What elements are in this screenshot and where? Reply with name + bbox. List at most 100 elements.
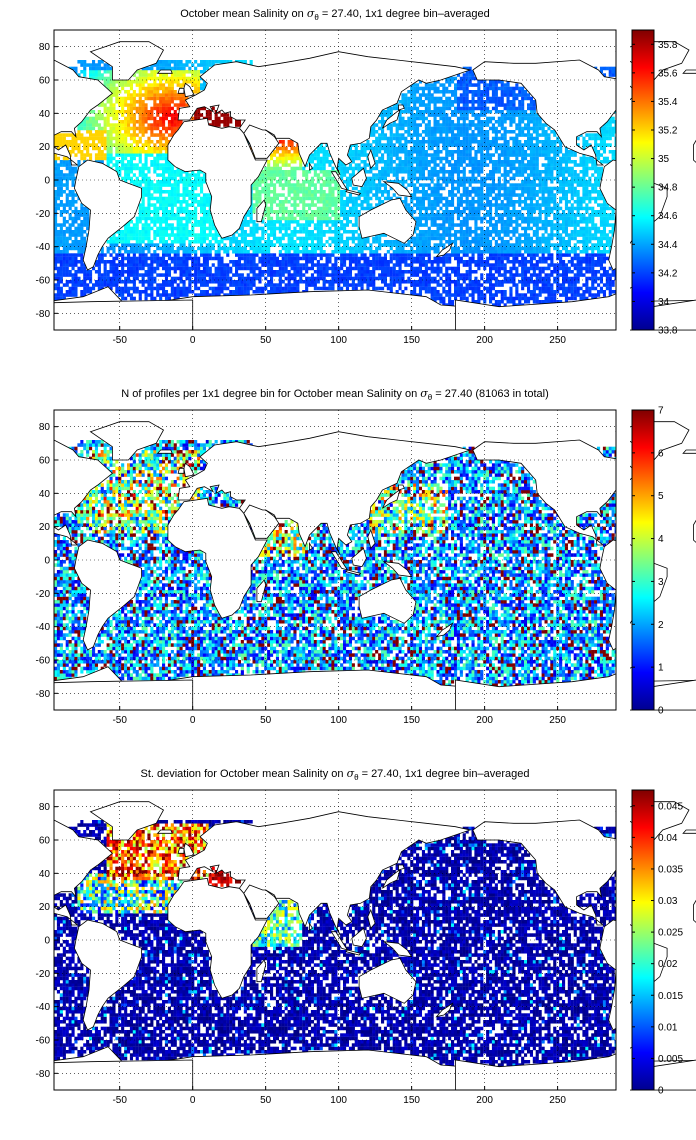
axis-gutter — [0, 402, 54, 718]
x-tick-label: 50 — [260, 1095, 272, 1106]
x-tick-label: -50 — [112, 1095, 127, 1106]
coastline — [693, 519, 696, 543]
coastline — [398, 484, 405, 491]
coastline — [156, 449, 173, 454]
y-tick-label: 20 — [39, 902, 51, 913]
colorbar — [631, 409, 655, 711]
x-tick-label: 200 — [476, 715, 493, 726]
colorbar-tick-label: 0.015 — [658, 991, 683, 1002]
colorbar-tick-label: 0 — [658, 1086, 664, 1097]
colorbar-tick-label: 34.8 — [658, 183, 678, 194]
panel-title-profiles: N of profiles per 1x1 degree bin for Oct… — [54, 387, 616, 402]
axis-gutter — [0, 782, 54, 1098]
colorbar-tick-label: 5 — [658, 491, 664, 502]
coastline — [309, 541, 313, 551]
colorbar-tick-label: 0.01 — [658, 1022, 678, 1033]
y-tick-label: 80 — [39, 802, 51, 813]
grid — [54, 410, 616, 710]
y-tick-label: 60 — [39, 836, 51, 847]
y-tick-label: -20 — [36, 589, 51, 600]
y-tick-label: -80 — [36, 309, 51, 320]
coastline — [358, 957, 417, 1004]
x-tick-label: -50 — [112, 335, 127, 346]
coastline — [89, 801, 165, 841]
map-panel-profiles: -50 0 50 100 150 200 250806040200-20-40-60-807… — [0, 402, 696, 726]
colorbar-tick-label: 6 — [658, 448, 664, 459]
coastline — [256, 959, 267, 983]
colorbar-tick-label: 34 — [658, 297, 670, 308]
coastline — [682, 69, 696, 74]
colorbar-tick-label: 3 — [658, 577, 664, 588]
y-tick-label: 20 — [39, 522, 51, 533]
y-tick-label: 20 — [39, 142, 51, 153]
axis-gutter — [0, 22, 54, 338]
colorbar-tick-label: 34.4 — [658, 240, 678, 251]
grid — [54, 790, 616, 1090]
coastline — [682, 449, 696, 454]
coastline — [167, 117, 268, 239]
coastline — [472, 439, 639, 546]
coastline — [367, 528, 376, 550]
coastline — [73, 159, 143, 271]
x-tick-label: 0 — [190, 1095, 196, 1106]
y-tick-label: -20 — [36, 209, 51, 220]
coastline — [256, 579, 267, 603]
x-tick-label: 250 — [549, 1095, 566, 1106]
coastline — [435, 1002, 454, 1018]
map-panel-stdev: -50 0 50 100 150 200 250806040200-20-40-60-800… — [0, 782, 696, 1106]
y-tick-label: 0 — [44, 556, 50, 567]
colorbar-tick-label: 7 — [658, 406, 664, 417]
coastline — [351, 167, 367, 188]
coastline — [73, 539, 143, 651]
coastline — [167, 877, 268, 999]
data-cells — [54, 60, 618, 307]
coastline — [177, 467, 185, 474]
x-tick-label: 100 — [330, 335, 347, 346]
x-tick-label: 0 — [190, 715, 196, 726]
data-cells — [54, 820, 618, 1067]
axis-gutter — [616, 402, 630, 718]
coastline — [243, 124, 280, 159]
data-cells — [54, 440, 618, 687]
coastline — [693, 139, 696, 163]
coastline — [472, 819, 639, 926]
y-tick-label: -80 — [36, 1069, 51, 1080]
x-tick-label: -50 — [112, 715, 127, 726]
x-tick-label: 100 — [330, 1095, 347, 1106]
colorbar-tick-label: 0.02 — [658, 959, 678, 970]
y-tick-label: 40 — [39, 869, 51, 880]
colorbar-tick-label: 1 — [658, 663, 664, 674]
y-tick-label: -80 — [36, 689, 51, 700]
y-tick-label: -40 — [36, 622, 51, 633]
coastline — [256, 199, 267, 223]
y-tick-label: 0 — [44, 176, 50, 187]
colorbar-tick-label: 33.8 — [658, 326, 678, 337]
x-tick-label: 150 — [403, 1095, 420, 1106]
panel-title-salinity: October mean Salinity on σθ = 27.40, 1x1… — [54, 7, 616, 22]
coastline — [382, 109, 401, 129]
map-panel-salinity: -50 0 50 100 150 200 250806040200-20-40-60-803… — [0, 22, 696, 346]
axis-gutter — [616, 22, 630, 338]
coastline — [309, 921, 313, 931]
colorbar-tick-label: 35.2 — [658, 126, 678, 137]
coastline — [167, 497, 268, 619]
coastline — [351, 547, 367, 568]
coastline — [382, 181, 413, 198]
coastline — [243, 504, 280, 539]
panel-title-stdev: St. deviation for October mean Salinity … — [54, 767, 616, 782]
coastline — [382, 489, 401, 509]
y-tick-label: -60 — [36, 276, 51, 287]
coastline — [398, 864, 405, 871]
coastline — [351, 927, 367, 948]
y-tick-label: 80 — [39, 42, 51, 53]
coastline — [367, 148, 376, 170]
colorbar-tick-label: 0.04 — [658, 833, 678, 844]
axis-gutter — [616, 782, 630, 1098]
x-tick-label: 50 — [260, 715, 272, 726]
coastline — [382, 869, 401, 889]
x-tick-label: 0 — [190, 335, 196, 346]
y-tick-label: 80 — [39, 422, 51, 433]
y-tick-label: -40 — [36, 1002, 51, 1013]
x-tick-label: 150 — [403, 335, 420, 346]
